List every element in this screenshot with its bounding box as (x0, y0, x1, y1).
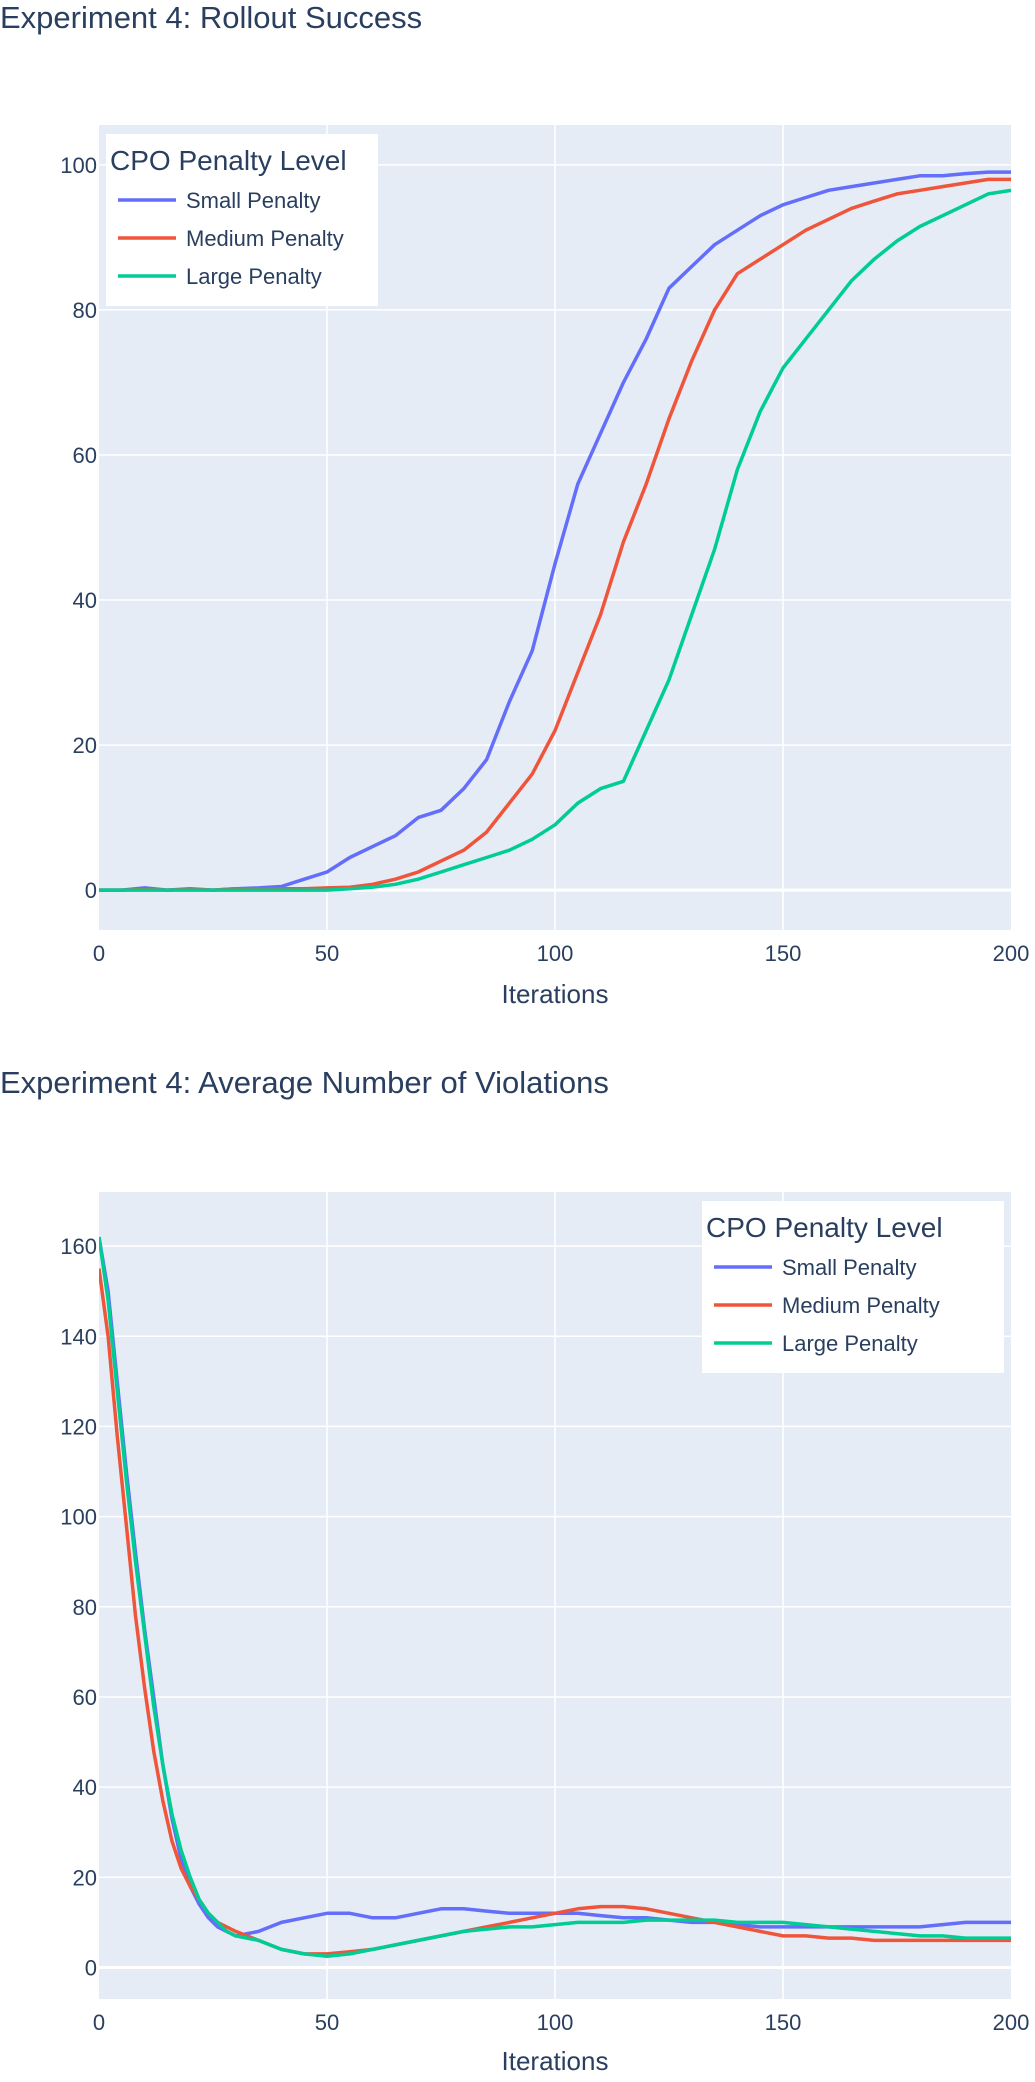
series-group (99, 1236, 1011, 1958)
y-tick-label: 40 (73, 1775, 97, 1800)
legend-label-medium-penalty: Medium Penalty (782, 1293, 940, 1318)
chart-title: Experiment 4: Rollout Success (0, 0, 423, 35)
y-tick-label: 120 (60, 1414, 97, 1439)
legend-title: CPO Penalty Level (706, 1212, 943, 1243)
violations-chart: Experiment 4: Average Number of Violatio… (0, 1065, 1035, 2082)
legend: CPO Penalty Level Small Penalty Medium Pen… (702, 1201, 1004, 1373)
x-tick-label: 200 (993, 2010, 1030, 2035)
y-tick-label: 0 (85, 878, 97, 903)
legend-label-large-penalty: Large Penalty (186, 264, 322, 289)
series-line-large-penalty (99, 1236, 1011, 1958)
series-group (99, 170, 1011, 892)
y-tick-label: 80 (73, 298, 97, 323)
legend-label-small-penalty: Small Penalty (782, 1255, 917, 1280)
x-tick-label: 100 (537, 2010, 574, 2035)
rollout-success-chart: Experiment 4: Rollout Success 0 20 40 60 80 1… (0, 0, 1035, 1040)
y-tick-label: 100 (60, 1505, 97, 1530)
x-tick-label: 50 (315, 941, 339, 966)
x-axis-title: Iterations (502, 2046, 609, 2076)
legend-label-medium-penalty: Medium Penalty (186, 226, 344, 251)
x-tick-label: 200 (993, 941, 1030, 966)
x-tick-label: 50 (315, 2010, 339, 2035)
chart-title: Experiment 4: Average Number of Violatio… (0, 1065, 609, 1100)
x-tick-label: 150 (765, 2010, 802, 2035)
legend-label-large-penalty: Large Penalty (782, 1331, 918, 1356)
y-tick-label: 80 (73, 1595, 97, 1620)
x-tick-label: 100 (537, 941, 574, 966)
x-tick-label: 150 (765, 941, 802, 966)
x-axis-title: Iterations (502, 979, 609, 1009)
y-tick-label: 140 (60, 1324, 97, 1349)
y-tick-label: 160 (60, 1234, 97, 1259)
legend-title: CPO Penalty Level (110, 145, 347, 176)
violations-plot: 0 20 40 60 80 100 120 140 160 0 50 100 150 200 Iterati… (60, 1192, 1030, 2076)
legend: CPO Penalty Level Small Penalty Medium Pen… (106, 134, 378, 306)
x-tick-label: 0 (93, 2010, 105, 2035)
y-tick-label: 20 (73, 1865, 97, 1890)
y-tick-label: 0 (85, 1955, 97, 1980)
x-tick-label: 0 (93, 941, 105, 966)
y-tick-label: 60 (73, 443, 97, 468)
series-line-large-penalty (99, 188, 1011, 892)
legend-label-small-penalty: Small Penalty (186, 188, 321, 213)
y-tick-label: 20 (73, 733, 97, 758)
y-tick-label: 100 (60, 153, 97, 178)
rollout-success-plot: 0 20 40 60 80 100 0 50 100 150 200 Iterations CPO Pe… (60, 125, 1030, 1009)
y-tick-label: 40 (73, 588, 97, 613)
y-tick-label: 60 (73, 1685, 97, 1710)
